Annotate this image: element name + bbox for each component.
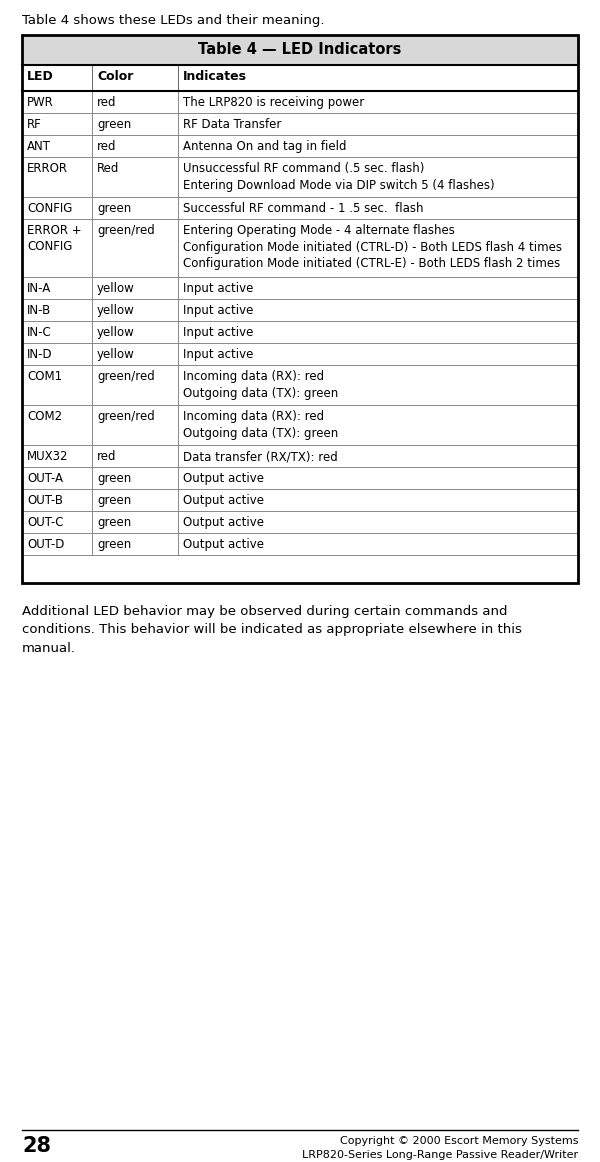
Text: Red: Red (97, 162, 119, 175)
Text: ANT: ANT (27, 139, 51, 153)
Text: yellow: yellow (97, 347, 135, 361)
Text: Additional LED behavior may be observed during certain commands and
conditions. : Additional LED behavior may be observed … (22, 605, 522, 655)
Text: OUT-D: OUT-D (27, 538, 64, 551)
Text: Data transfer (RX/TX): red: Data transfer (RX/TX): red (183, 450, 338, 462)
Text: RF Data Transfer: RF Data Transfer (183, 119, 281, 131)
Text: IN-D: IN-D (27, 347, 53, 361)
Text: yellow: yellow (97, 304, 135, 317)
Text: yellow: yellow (97, 327, 135, 339)
Text: green/red: green/red (97, 410, 155, 423)
Text: Copyright © 2000 Escort Memory Systems
LRP820-Series Long-Range Passive Reader/W: Copyright © 2000 Escort Memory Systems L… (302, 1136, 578, 1160)
Text: Successful RF command - 1 .5 sec.  flash: Successful RF command - 1 .5 sec. flash (183, 202, 424, 215)
Bar (22, 35, 578, 583)
Text: Input active: Input active (183, 327, 253, 339)
Text: green/red: green/red (97, 370, 155, 383)
Text: Table 4 — LED Indicators: Table 4 — LED Indicators (199, 43, 401, 57)
Text: green: green (97, 202, 131, 215)
Text: IN-B: IN-B (27, 304, 51, 317)
Text: green: green (97, 472, 131, 485)
Text: green/red: green/red (97, 224, 155, 237)
Text: green: green (97, 538, 131, 551)
Text: Input active: Input active (183, 304, 253, 317)
Text: Color: Color (97, 70, 133, 83)
Text: Incoming data (RX): red
Outgoing data (TX): green: Incoming data (RX): red Outgoing data (T… (183, 410, 338, 439)
Text: ERROR +
CONFIG: ERROR + CONFIG (27, 224, 82, 253)
Text: green: green (97, 494, 131, 507)
Text: IN-C: IN-C (27, 327, 52, 339)
Text: Indicates: Indicates (183, 70, 247, 83)
Text: IN-A: IN-A (27, 282, 51, 295)
Text: red: red (97, 450, 116, 462)
Text: green: green (97, 516, 131, 529)
Text: Input active: Input active (183, 282, 253, 295)
Text: green: green (97, 119, 131, 131)
Text: red: red (97, 139, 116, 153)
Text: yellow: yellow (97, 282, 135, 295)
Text: Output active: Output active (183, 516, 264, 529)
Text: Output active: Output active (183, 472, 264, 485)
Text: Antenna On and tag in field: Antenna On and tag in field (183, 139, 347, 153)
Text: OUT-C: OUT-C (27, 516, 64, 529)
Text: CONFIG: CONFIG (27, 202, 73, 215)
Text: OUT-B: OUT-B (27, 494, 63, 507)
Text: Unsuccessful RF command (.5 sec. flash)
Entering Download Mode via DIP switch 5 : Unsuccessful RF command (.5 sec. flash) … (183, 162, 494, 192)
Text: OUT-A: OUT-A (27, 472, 63, 485)
Text: ERROR: ERROR (27, 162, 68, 175)
Text: 28: 28 (22, 1136, 51, 1156)
Text: MUX32: MUX32 (27, 450, 68, 462)
Text: PWR: PWR (27, 96, 54, 109)
Text: LED: LED (27, 70, 54, 83)
Bar (22, 35, 578, 65)
Text: red: red (97, 96, 116, 109)
Text: Input active: Input active (183, 347, 253, 361)
Text: RF: RF (27, 119, 42, 131)
Text: The LRP820 is receiving power: The LRP820 is receiving power (183, 96, 364, 109)
Text: Incoming data (RX): red
Outgoing data (TX): green: Incoming data (RX): red Outgoing data (T… (183, 370, 338, 400)
Text: COM2: COM2 (27, 410, 62, 423)
Text: Entering Operating Mode - 4 alternate flashes
Configuration Mode initiated (CTRL: Entering Operating Mode - 4 alternate fl… (183, 224, 562, 270)
Text: Output active: Output active (183, 494, 264, 507)
Text: Table 4 shows these LEDs and their meaning.: Table 4 shows these LEDs and their meani… (22, 14, 325, 27)
Text: COM1: COM1 (27, 370, 62, 383)
Text: Output active: Output active (183, 538, 264, 551)
